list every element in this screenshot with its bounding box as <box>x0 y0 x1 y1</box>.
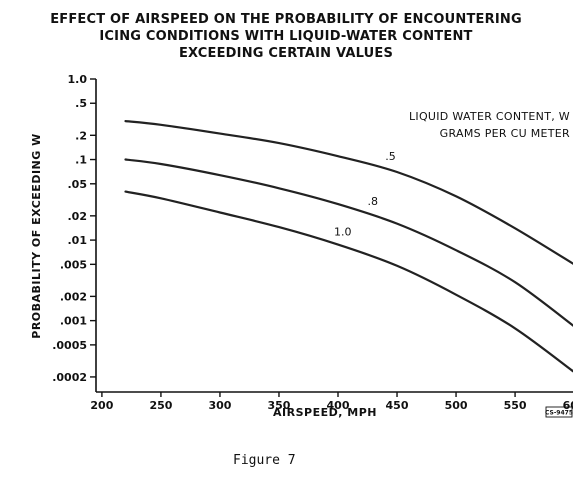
series-line-w-p8 <box>126 160 573 327</box>
y-tick-label: .5 <box>75 97 87 110</box>
y-tick-label: .005 <box>60 258 87 271</box>
x-tick-label: 500 <box>445 399 468 412</box>
chart-title: EFFECT OF AIRSPEED ON THE PROBABILITY OF… <box>50 12 522 61</box>
figure-caption: Figure 7 <box>233 453 296 468</box>
x-tick-label: 200 <box>90 399 113 412</box>
title-line-2: ICING CONDITIONS WITH LIQUID-WATER CONTE… <box>99 29 472 44</box>
y-tick-label: .1 <box>75 154 87 167</box>
y-tick-label: .05 <box>68 178 88 191</box>
y-tick-label: 1.0 <box>68 73 88 86</box>
legend-title-line-2: GRAMS PER CU METER <box>440 127 570 140</box>
title-line-1: EFFECT OF AIRSPEED ON THE PROBABILITY OF… <box>50 12 522 27</box>
series-label: .8 <box>368 195 379 208</box>
title-line-3: EXCEEDING CERTAIN VALUES <box>179 46 393 61</box>
x-tick-label: 250 <box>149 399 172 412</box>
y-tick-label: .01 <box>68 234 88 247</box>
series-label: 1.0 <box>334 226 352 239</box>
stamp-text: CS-9475 <box>545 410 573 417</box>
y-tick-label: .0005 <box>52 339 87 352</box>
series-line-w-p5 <box>126 121 573 264</box>
y-axis-label: PROBABILITY OF EXCEEDING W <box>30 133 43 338</box>
x-tick-label: 550 <box>504 399 527 412</box>
x-axis-label: AIRSPEED, MPH <box>273 406 377 419</box>
y-tick-label: .0002 <box>52 371 87 384</box>
y-tick-label: .001 <box>60 315 87 328</box>
y-tick-label: .002 <box>60 290 87 303</box>
series-label: .5 <box>385 150 396 163</box>
y-axis-ticks: 1.0 .5 .2 .1 .05 .02 .01 .005 .002 .001 .0005 .0002 <box>52 73 96 384</box>
series-curves: .5 .8 1.0 <box>126 121 573 372</box>
y-tick-label: .02 <box>68 210 88 223</box>
x-tick-label: 450 <box>386 399 409 412</box>
legend-title: LIQUID WATER CONTENT, W GRAMS PER CU MET… <box>409 110 570 140</box>
x-tick-label: 300 <box>208 399 231 412</box>
legend-title-line-1: LIQUID WATER CONTENT, W <box>409 110 570 123</box>
series-line-w-1p0 <box>126 192 573 372</box>
y-tick-label: .2 <box>75 129 87 142</box>
